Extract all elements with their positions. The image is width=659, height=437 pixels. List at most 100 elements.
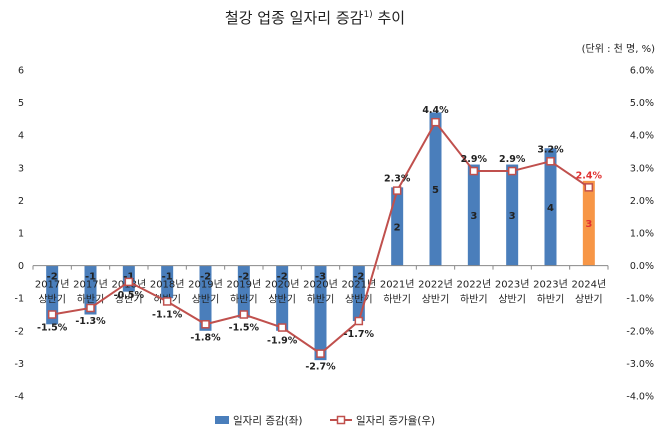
category-label-half: 상반기	[268, 294, 296, 306]
bar-value-labels: -2 -1 -1 -1 -2 -2 -2 -3 -2 2 5 3 3 4 3	[47, 185, 593, 283]
bars	[46, 112, 595, 361]
rate-marker	[201, 320, 210, 329]
rate-marker	[469, 166, 479, 176]
rate-value-label: -0.5%	[114, 290, 145, 301]
category-label-half: 상반기	[38, 294, 66, 306]
rate-marker	[124, 277, 134, 287]
rate-value-label: -1.5%	[229, 323, 260, 334]
category-label-year: 2022년	[457, 279, 492, 291]
bar	[582, 180, 595, 266]
bar	[46, 265, 59, 325]
rate-value-label: 3.2%	[537, 144, 564, 155]
legend-line-label: 일자리 증가율(우)	[356, 414, 435, 427]
right-axis-tick: -2.0%	[626, 326, 654, 337]
bar-value-label: -3	[315, 272, 326, 283]
right-axis-tick: -4.0%	[626, 392, 654, 403]
rate-value-label: -1.9%	[267, 336, 298, 347]
bar-value-label: -1	[162, 272, 173, 283]
bar	[544, 148, 557, 266]
bar-value-label: -2	[353, 272, 364, 283]
right-axis-tick: -3.0%	[626, 359, 654, 370]
rate-marker	[239, 310, 249, 319]
left-axis-tick: 0	[18, 261, 24, 272]
category-label-half: 하반기	[460, 293, 488, 306]
right-axis-tick: 1.0%	[630, 229, 654, 240]
category-label-half: 하반기	[537, 293, 565, 306]
chart-title-superscript: 1)	[363, 10, 372, 20]
bar	[429, 112, 442, 266]
bar-value-label: 4	[547, 203, 554, 214]
right-axis-tick: 4.0%	[630, 131, 654, 142]
category-label-half: 하반기	[230, 293, 258, 306]
bar-value-label: -1	[85, 272, 96, 283]
legend: 일자리 증감(좌) 일자리 증가율(우)	[215, 414, 435, 427]
rate-value-label: 2.3%	[384, 174, 411, 185]
rate-value-label: -1.7%	[344, 329, 375, 340]
category-label-year: 2019년	[227, 279, 262, 291]
rate-marker	[162, 297, 172, 306]
category-label-year: 2020년	[265, 279, 300, 291]
category-label-half: 상반기	[192, 294, 220, 306]
bar-value-label: -1	[123, 272, 134, 283]
unit-label: (단위 : 천 명, %)	[582, 42, 655, 55]
right-axis-tick: 5.0%	[630, 98, 654, 109]
rate-marker	[507, 166, 517, 176]
rate-marker	[392, 186, 402, 195]
category-label-year: 2022년	[418, 279, 453, 291]
category-label-half: 하반기	[383, 293, 411, 306]
category-label-year: 2018년	[150, 279, 185, 291]
bar	[276, 265, 289, 331]
right-axis-tick: 0.0%	[630, 261, 654, 272]
bar-value-label: 5	[432, 185, 439, 196]
rate-value-label: 2.4%	[576, 170, 603, 181]
rate-marker	[316, 349, 325, 358]
bar	[314, 265, 327, 361]
bar-value-label: 2	[394, 222, 401, 233]
category-label-half: 상반기	[345, 294, 373, 306]
category-label-year: 2017년	[35, 279, 70, 291]
bar-value-label: -2	[238, 272, 249, 283]
rate-marker	[354, 316, 364, 326]
rate-value-label: 2.9%	[499, 154, 526, 165]
right-axis-tick: 3.0%	[630, 163, 654, 174]
rate-value-label: 2.9%	[461, 154, 488, 165]
bar-value-label: 3	[509, 211, 516, 222]
bar	[237, 265, 250, 318]
chart-title-suffix: 추이	[373, 9, 405, 27]
category-label-year: 2020년	[303, 279, 338, 291]
right-axis-tick: -1.0%	[626, 294, 654, 305]
category-label-year: 2023년	[495, 279, 530, 291]
category-label-half: 상반기	[498, 294, 526, 306]
bar	[199, 265, 212, 331]
category-label-half: 상반기	[115, 294, 143, 306]
left-axis-tick: -2	[15, 326, 24, 337]
category-labels: 2017년상반기2017년하반기2018년상반기2018년하반기2019년상반기…	[35, 279, 606, 306]
left-axis-tick: 3	[18, 163, 24, 174]
bar-value-label: -2	[277, 272, 288, 283]
legend-bar-swatch	[215, 416, 229, 424]
left-axis-tick: -4	[15, 392, 24, 403]
right-axis: -4.0% -3.0% -2.0% -1.0% 0.0% 1.0% 2.0% 3.0% 4.0%…	[626, 66, 654, 403]
category-label-year: 2019년	[188, 279, 223, 291]
rate-value-label: -1.8%	[190, 332, 221, 343]
rate-marker	[584, 183, 594, 192]
category-label-year: 2023년	[533, 279, 568, 291]
bar	[506, 164, 519, 266]
rate-marker	[86, 303, 95, 313]
bar	[161, 265, 174, 299]
chart-title: 철강 업종 일자리 증감1) 추이	[225, 9, 405, 27]
rate-value-label: 4.4%	[422, 105, 449, 116]
category-label-year: 2024년	[572, 279, 607, 291]
legend-bar-label: 일자리 증감(좌)	[233, 414, 303, 427]
rate-marker	[546, 157, 555, 166]
category-label-half: 하반기	[307, 293, 335, 306]
rate-value-label: -1.5%	[37, 323, 68, 334]
left-axis-tick: -3	[15, 359, 24, 370]
left-axis-tick: 2	[18, 196, 24, 207]
bar-value-label: -2	[47, 272, 58, 283]
left-axis-tick: 4	[18, 131, 24, 142]
legend-line-marker	[336, 415, 346, 425]
rate-value-label: -1.1%	[152, 309, 183, 320]
left-axis-tick: 6	[18, 66, 24, 77]
